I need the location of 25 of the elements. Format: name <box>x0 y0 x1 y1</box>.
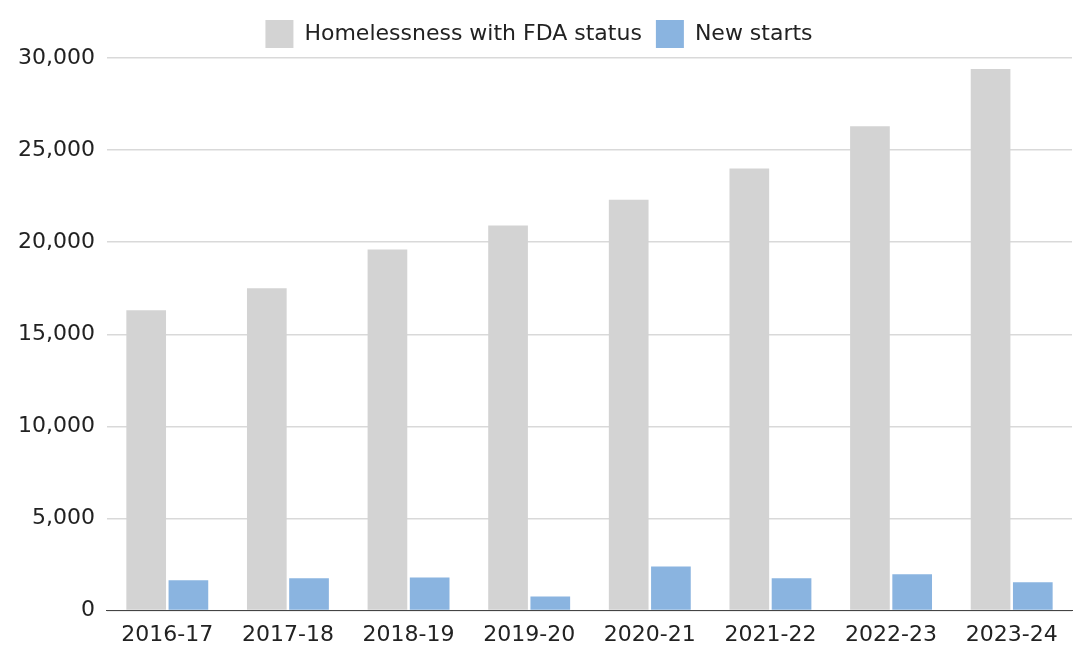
y-tick-label: 15,000 <box>17 320 95 346</box>
bar <box>530 596 571 610</box>
x-tick-label: 2018-19 <box>362 620 455 646</box>
bar <box>1012 582 1053 610</box>
bar <box>409 577 450 610</box>
x-tick-label: 2017-18 <box>241 620 334 646</box>
legend-label: Homelessness with FDA status <box>304 19 642 45</box>
y-tick-label: 10,000 <box>17 412 95 438</box>
bar <box>168 580 209 610</box>
y-tick-label: 20,000 <box>17 227 95 253</box>
y-tick-label: 5,000 <box>31 504 95 530</box>
x-tick-label: 2022-23 <box>845 620 938 646</box>
x-tick-label: 2016-17 <box>121 620 214 646</box>
y-tick-label: 25,000 <box>17 135 95 161</box>
y-tick-label: 0 <box>80 596 95 622</box>
legend-label: New starts <box>694 19 813 45</box>
x-tick-label: 2020-21 <box>603 620 696 646</box>
bar <box>651 566 691 610</box>
bar <box>892 574 933 610</box>
x-tick-label: 2019-20 <box>483 620 576 646</box>
bar <box>771 578 812 610</box>
y-tick-label: 30,000 <box>17 43 95 69</box>
x-tick-label: 2021-22 <box>724 620 817 646</box>
x-tick-label: 2023-24 <box>965 620 1058 646</box>
bar <box>289 578 329 610</box>
